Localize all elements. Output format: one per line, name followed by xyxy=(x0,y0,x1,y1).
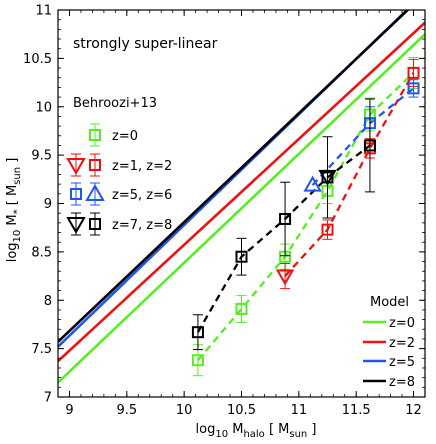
data-legend-entry: z=5, z=6 xyxy=(70,182,172,206)
series-z=7 xyxy=(318,169,337,186)
data-point-square xyxy=(279,212,292,225)
x-axis-label: log10 Mhalo [ Msun ] xyxy=(196,422,317,439)
annotation-text: strongly super-linear xyxy=(73,36,218,52)
plot-frame xyxy=(57,9,426,398)
x-tick-label: 10 xyxy=(176,403,193,418)
y-tick-label: 8.5 xyxy=(31,245,52,260)
y-tick-label: 7 xyxy=(44,391,52,406)
model-legend: z=0 z=2 z=5 z=8 xyxy=(363,316,415,390)
x-tick-label: 11.5 xyxy=(342,403,371,418)
model-lines-layer xyxy=(58,10,425,384)
legend-marker-triangle-up xyxy=(85,183,105,201)
y-tick-label: 8 xyxy=(44,294,52,309)
data-legend-label: z=0 xyxy=(112,129,138,144)
data-point-square xyxy=(363,139,376,152)
y-tick-label: 10.5 xyxy=(23,52,52,67)
data-legend-label: z=5, z=6 xyxy=(112,188,172,203)
legend-marker-square xyxy=(89,159,101,171)
legend-marker-square xyxy=(89,129,101,141)
y-tick-label: 7.5 xyxy=(31,342,52,357)
x-tick-label: 9.5 xyxy=(116,403,137,418)
data-point-square xyxy=(321,223,334,236)
legend-marker-triangle-down xyxy=(66,217,86,235)
data-legend-label: z=1, z=2 xyxy=(112,159,172,174)
series-z=8 xyxy=(191,98,376,351)
model-legend-label: z=5 xyxy=(389,355,415,370)
data-point-square xyxy=(191,326,204,339)
y-tick-label: 11 xyxy=(35,4,52,19)
data-legend-title: Behroozi+13 xyxy=(73,96,157,111)
dashed-connector-z=2 xyxy=(284,72,415,277)
y-tick-label: 9 xyxy=(44,197,52,212)
data-point-triangle-down xyxy=(275,269,295,286)
x-tick-label: 12 xyxy=(405,403,422,418)
dashed-connector-z=8 xyxy=(196,144,371,333)
dashed-connectors-layer xyxy=(196,72,415,361)
model-legend-label: z=8 xyxy=(389,375,415,390)
legend-marker-square xyxy=(89,218,101,230)
model-line-z=2 xyxy=(58,21,425,363)
data-point-square xyxy=(407,66,420,79)
model-line-z=0 xyxy=(58,33,425,384)
model-legend-title: Model xyxy=(370,295,409,310)
data-point-triangle-down xyxy=(318,169,337,186)
data-point-square xyxy=(235,302,248,315)
dashed-connector-z=0 xyxy=(197,72,415,361)
model-legend-entry: z=2 xyxy=(363,336,415,351)
y-axis-label: log10 M* [ Msun ] xyxy=(5,158,23,263)
model-legend-entry: z=0 xyxy=(363,316,415,331)
model-legend-label: z=2 xyxy=(389,336,415,351)
data-point-triangle-up xyxy=(303,175,322,192)
series-z=1 xyxy=(275,262,295,290)
data-legend: z=0 z=1, z=2 z=5, z=6 z=7, z=8 xyxy=(66,123,172,236)
x-tick-label: 11 xyxy=(291,403,308,418)
data-point-square xyxy=(235,250,248,263)
model-legend-entry: z=5 xyxy=(363,355,415,370)
y-tick-label: 9.5 xyxy=(31,149,52,164)
data-legend-entry: z=7, z=8 xyxy=(66,212,172,236)
y-tick-label: 10 xyxy=(35,100,52,115)
series-z=5 xyxy=(303,175,322,192)
legend-marker-triangle-down xyxy=(66,158,86,176)
data-points-layer xyxy=(191,56,420,377)
data-legend-entry: z=0 xyxy=(89,123,138,147)
model-line-z=8 xyxy=(58,10,410,343)
legend-marker-square xyxy=(70,188,82,200)
data-legend-label: z=7, z=8 xyxy=(112,218,172,233)
model-legend-label: z=0 xyxy=(389,316,415,331)
model-legend-entry: z=8 xyxy=(363,375,415,390)
ticks-layer: 9 9.5 10 10.5 11 11.5 12 7 7.5 8 8.5 9 9.5 10 10.5 11 xyxy=(23,4,425,418)
data-point-square xyxy=(191,354,204,367)
x-tick-label: 10.5 xyxy=(227,403,256,418)
x-tick-label: 9 xyxy=(65,403,73,418)
data-point-square xyxy=(407,82,420,95)
data-legend-entry: z=1, z=2 xyxy=(66,153,172,177)
